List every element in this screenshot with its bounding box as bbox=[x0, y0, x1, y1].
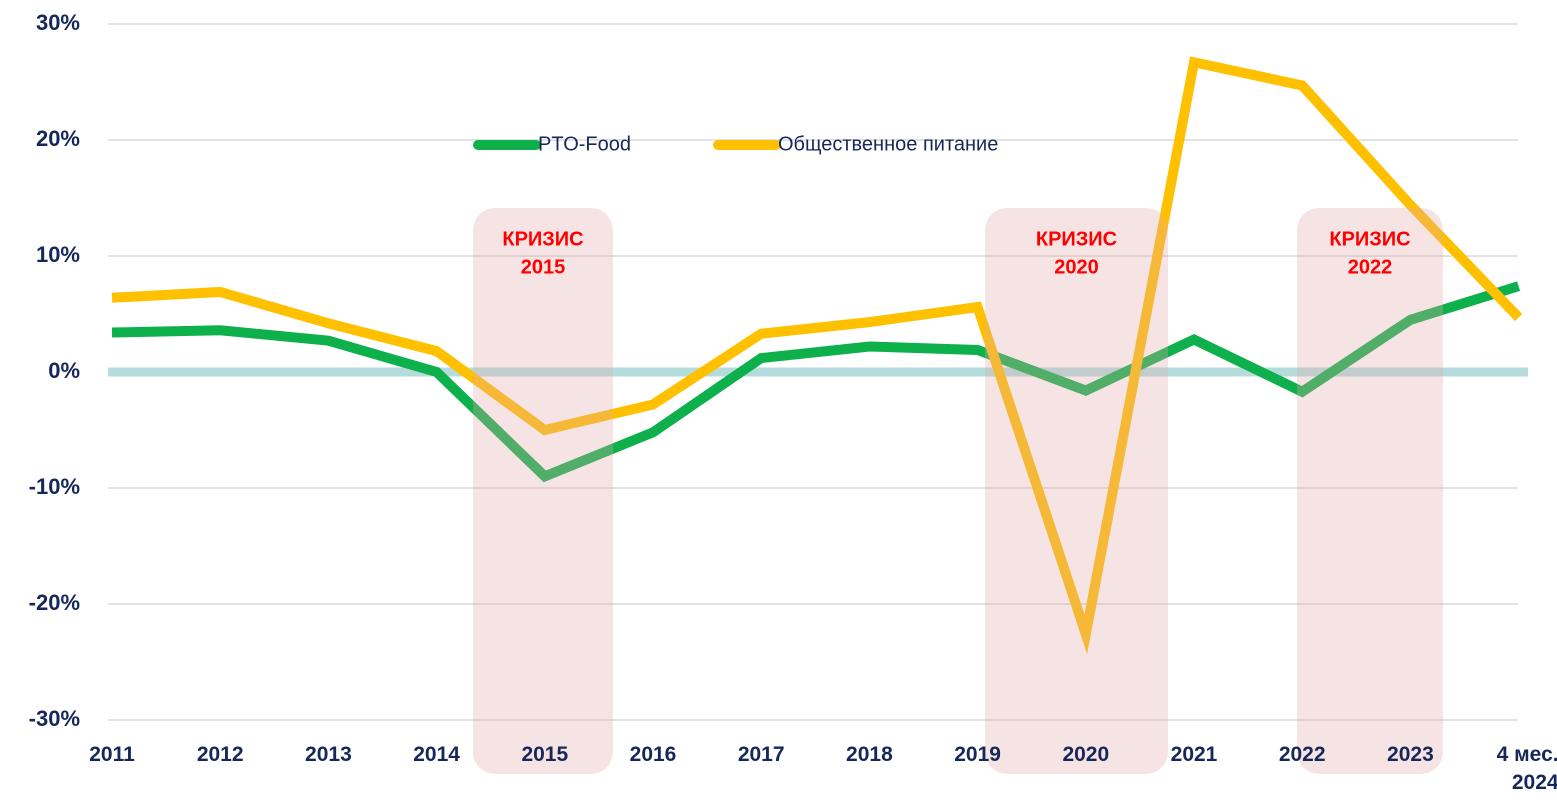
x-tick-label: 2017 bbox=[737, 743, 785, 766]
x-tick-label: 2011 bbox=[89, 743, 135, 766]
x-tick-label: 2021 bbox=[1170, 743, 1218, 766]
x-tick-label: 2020 bbox=[1062, 743, 1110, 766]
x-tick-label: 2015 bbox=[521, 743, 569, 766]
x-tick-label: 2019 bbox=[954, 743, 1001, 766]
legend-label: PTO-Food bbox=[538, 133, 631, 155]
y-tick-label: 20% bbox=[36, 126, 80, 151]
legend-label: Общественное питание bbox=[778, 133, 998, 155]
y-tick-label: 10% bbox=[36, 242, 80, 267]
x-tick-label: 2023 bbox=[1387, 743, 1434, 766]
x-tick-label: 2018 bbox=[846, 743, 893, 766]
x-tick-label: 4 мес. 2024 bbox=[1496, 743, 1557, 794]
y-tick-label: 0% bbox=[48, 358, 80, 383]
crisis-band bbox=[473, 208, 613, 774]
y-tick-label: 30% bbox=[36, 10, 80, 35]
annotation: КРИЗИС bbox=[502, 228, 583, 250]
x-tick-label: 2012 bbox=[196, 743, 244, 766]
annotation: КРИЗИС bbox=[1036, 228, 1117, 250]
annotation: КРИЗИС bbox=[1329, 228, 1410, 250]
y-tick-label: -30% bbox=[29, 706, 80, 731]
crisis-band bbox=[1297, 208, 1443, 774]
y-tick-label: -20% bbox=[29, 590, 80, 615]
series-line bbox=[111, 56, 1523, 655]
x-tick-label: 2014 bbox=[413, 743, 460, 766]
annotation: 2022 bbox=[1348, 256, 1393, 278]
series-line bbox=[111, 281, 1521, 483]
annotation: 2020 bbox=[1054, 256, 1099, 278]
crisis-band bbox=[985, 208, 1168, 774]
x-tick-label: 2016 bbox=[629, 743, 677, 766]
x-tick-label: 2013 bbox=[305, 743, 352, 766]
x-tick-label: 2022 bbox=[1278, 743, 1326, 766]
annotation: 2015 bbox=[521, 256, 566, 278]
y-tick-label: -10% bbox=[29, 474, 80, 499]
